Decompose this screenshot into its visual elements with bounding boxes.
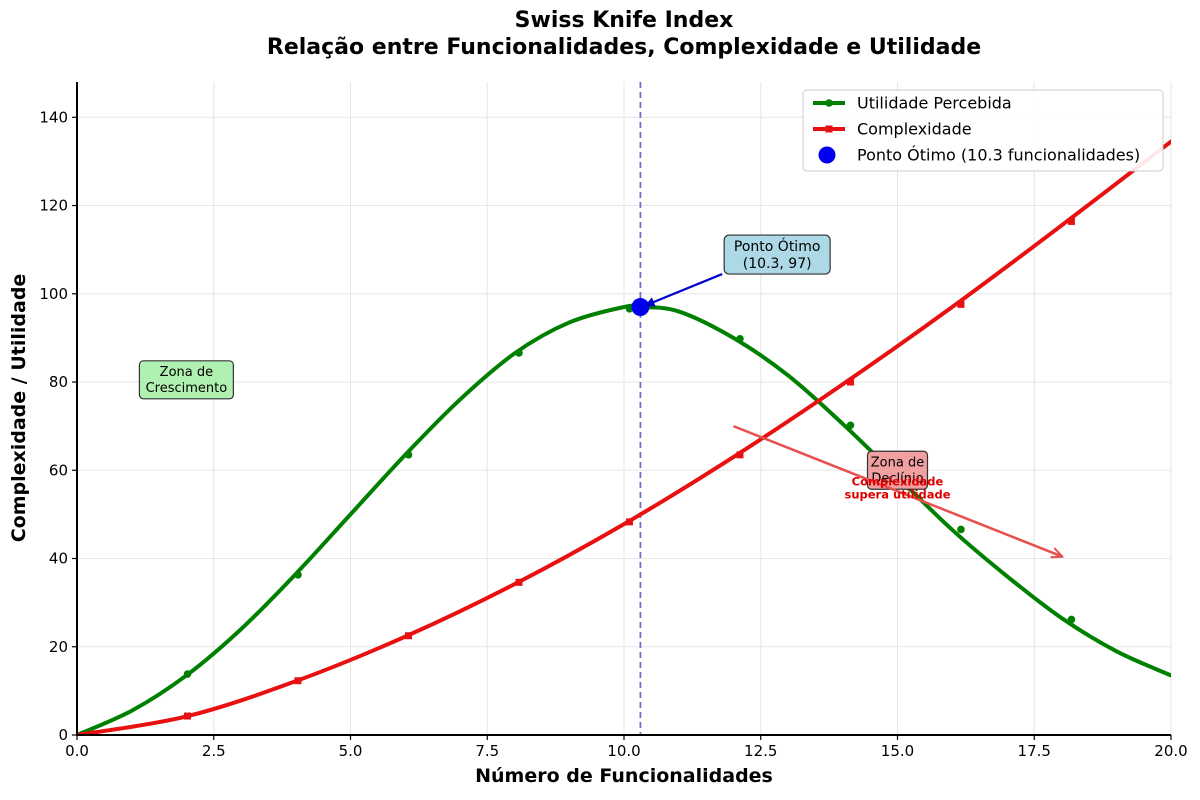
zone-label-line-1: Zona de bbox=[160, 365, 213, 380]
y-axis-label: Complexidade / Utilidade bbox=[8, 274, 30, 543]
y-tick-label: 80 bbox=[49, 373, 68, 391]
series-marker bbox=[957, 300, 965, 308]
chart-title-line-1: Swiss Knife Index bbox=[515, 8, 734, 33]
x-tick-label: 15.0 bbox=[881, 742, 914, 760]
zone-box bbox=[866, 450, 929, 490]
annotations: Ponto Ótimo(10.3, 97)Zona deCrescimentoZ… bbox=[138, 234, 1061, 556]
zone-label-line-1: Zona de bbox=[871, 455, 924, 470]
optimum-annotation-box bbox=[723, 234, 831, 275]
series-marker bbox=[625, 304, 634, 313]
x-tick-label: 12.5 bbox=[744, 742, 777, 760]
y-tick-label: 40 bbox=[49, 550, 68, 568]
x-tick-label: 7.5 bbox=[475, 742, 499, 760]
legend-swatch-marker bbox=[825, 99, 833, 107]
x-tick-label: 2.5 bbox=[202, 742, 226, 760]
series-marker bbox=[846, 421, 855, 430]
legend: Utilidade Percebida Complexidade Ponto Óti… bbox=[802, 89, 1164, 172]
series-marker bbox=[625, 518, 633, 526]
y-tick-label: 100 bbox=[39, 285, 68, 303]
x-tick-label: 20.0 bbox=[1154, 742, 1187, 760]
grid bbox=[76, 82, 1172, 736]
zone-label-line-2: Declínio bbox=[871, 471, 923, 486]
series-marker bbox=[1067, 615, 1076, 624]
optimum-arrow bbox=[644, 273, 723, 307]
series-marker bbox=[294, 571, 302, 579]
x-tick-label: 17.5 bbox=[1018, 742, 1051, 760]
x-tick-label: 0.0 bbox=[65, 742, 89, 760]
optimum-annotation-line-1: Ponto Ótimo bbox=[734, 237, 821, 255]
series-marker bbox=[183, 712, 191, 720]
series-marker bbox=[294, 677, 302, 685]
optimum-point bbox=[631, 298, 650, 317]
warning-text-line-1: Complexidade bbox=[852, 475, 944, 489]
series-layer bbox=[77, 82, 1171, 735]
series-marker bbox=[515, 578, 523, 586]
legend-entry-label: Complexidade bbox=[857, 120, 972, 139]
warning-text-line-2: supera utilidade bbox=[844, 488, 950, 502]
series-marker bbox=[404, 632, 412, 640]
y-tick-label: 60 bbox=[49, 461, 68, 479]
y-tick-label: 120 bbox=[39, 197, 68, 215]
legend-entry-label: Ponto Ótimo (10.3 funcionalidades) bbox=[857, 146, 1140, 165]
optimum-annotation-line-2: (10.3, 97) bbox=[743, 256, 812, 272]
y-tick-label: 140 bbox=[39, 108, 68, 126]
x-tick-label: 10.0 bbox=[607, 742, 640, 760]
chart-title-line-2: Relação entre Funcionalidades, Complexid… bbox=[267, 35, 981, 60]
y-tick-label: 20 bbox=[49, 638, 68, 656]
warning-arrow bbox=[732, 424, 1061, 556]
series-marker bbox=[1067, 217, 1075, 225]
series-marker bbox=[515, 349, 523, 357]
x-axis-label: Número de Funcionalidades bbox=[475, 765, 773, 787]
legend-entry-label: Utilidade Percebida bbox=[857, 94, 1012, 113]
legend-swatch-optimum bbox=[818, 146, 836, 164]
x-tick-label: 5.0 bbox=[339, 742, 363, 760]
zone-label-line-2: Crescimento bbox=[146, 381, 228, 396]
legend-box bbox=[802, 89, 1164, 172]
series-marker bbox=[736, 451, 744, 459]
series-marker bbox=[736, 334, 744, 343]
axes: 0.0 2.5 5.0 7.5 10.0 12.5 15.0 17.5 20.0 0 20 40 60 8… bbox=[39, 82, 1188, 760]
zone-box bbox=[138, 360, 234, 400]
legend-swatch-marker bbox=[825, 125, 833, 133]
series-marker bbox=[404, 451, 413, 459]
series-1 bbox=[77, 139, 1171, 735]
series-marker bbox=[846, 378, 854, 386]
series-marker bbox=[957, 525, 965, 534]
y-tick-label: 0 bbox=[58, 726, 68, 744]
series-marker bbox=[183, 670, 192, 678]
